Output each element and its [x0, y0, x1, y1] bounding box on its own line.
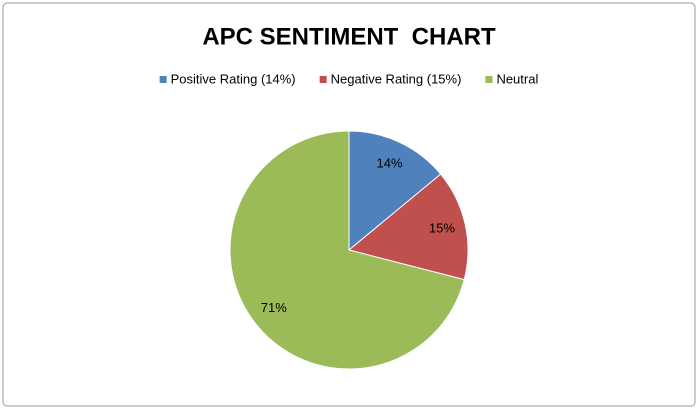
legend-swatch	[159, 76, 167, 83]
legend-swatch	[319, 76, 327, 83]
legend-swatch	[485, 76, 493, 83]
chart-title: APC SENTIMENT CHART	[202, 23, 496, 50]
legend: Positive Rating (14%) Negative Rating (15…	[159, 71, 538, 86]
legend-label: Negative Rating (15%)	[331, 71, 462, 86]
legend-label: Neutral	[496, 71, 538, 86]
value-label: 71%	[261, 300, 287, 315]
pie-slice	[348, 130, 442, 252]
legend-label: Positive Rating (14%)	[171, 71, 296, 86]
value-label: 14%	[377, 155, 403, 170]
pie: 14% 15% 71%	[229, 130, 469, 370]
pie-slice	[347, 173, 469, 281]
pie-slice	[229, 130, 465, 370]
value-label: 15%	[429, 221, 455, 236]
